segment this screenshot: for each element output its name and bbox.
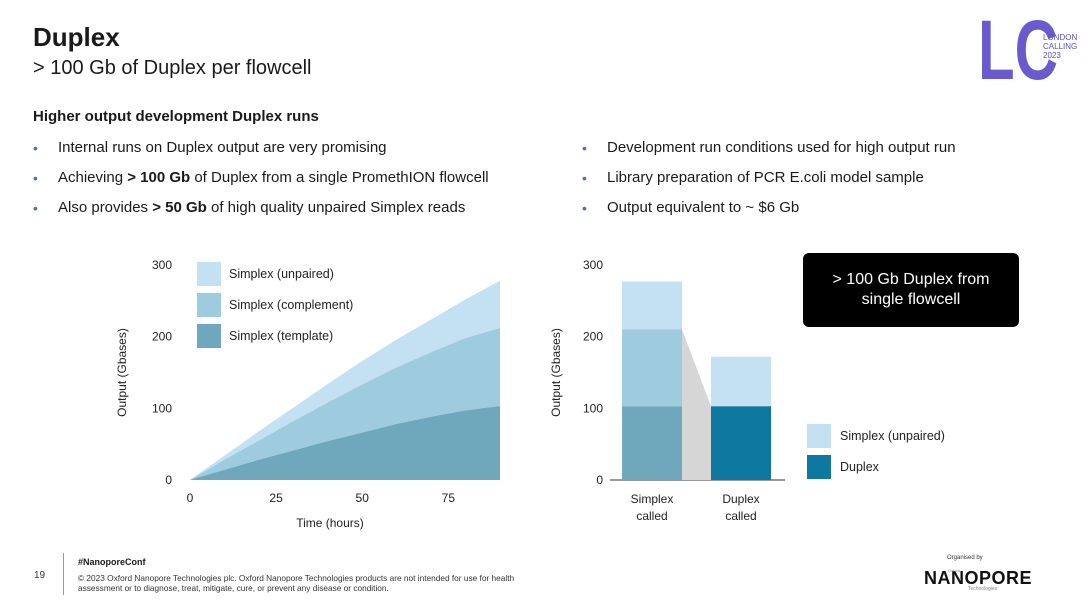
brand-top: Oxford [948,568,961,573]
footer-hashtag: #NanoporeConf [78,557,146,567]
legend-label: Simplex (complement) [229,298,353,312]
brand-sub: Technologies [968,586,998,592]
callout-line-1: > 100 Gb Duplex from [832,271,990,288]
bullet-item: • Output equivalent to ~ $6 Gb [582,199,800,216]
connector-band [682,329,711,480]
slide-title: Duplex [33,22,120,52]
logo-letters: LC [982,13,1058,81]
legend-label: Simplex (unpaired) [840,429,945,443]
y-tick-label: 0 [165,473,172,487]
bullet-icon: • [33,140,38,156]
brand-name: NANOPORE [924,568,1033,588]
organised-by-label: Organised by [947,555,983,561]
footer-divider [63,553,64,595]
bar-segment [711,356,771,407]
right-bullet-list: • Development run conditions used for hig… [582,138,1052,228]
section-heading: Higher output development Duplex runs [33,108,319,125]
bar-segment [622,329,682,407]
x-category-label: called [725,509,756,523]
y-axis-label: Output (Gbases) [115,328,129,417]
bar-segment [622,281,682,330]
bullet-item: • Development run conditions used for hig… [582,139,956,156]
legend-label: Simplex (unpaired) [229,267,334,281]
bar-segment [711,406,771,480]
footer-copyright: © 2023 Oxford Nanopore Technologies plc.… [78,573,515,593]
legend-swatch [197,293,221,317]
legend-swatch [807,455,831,479]
x-axis-label: Time (hours) [296,516,364,530]
london-calling-logo: LC [982,13,1058,81]
legend-label: Duplex [840,460,880,474]
slide-subtitle: > 100 Gb of Duplex per flowcell [33,57,312,79]
bullet-icon: • [582,170,587,186]
bullet-item: • Internal runs on Duplex output are very… [33,139,387,156]
logo-line-1: LONDON [1043,33,1078,42]
bullet-icon: • [33,170,38,186]
bullet-icon: • [582,140,587,156]
x-tick-label: 0 [187,491,194,505]
y-tick-label: 100 [583,401,603,415]
nanopore-logo: NANOPORE [924,568,1032,589]
legend-swatch [197,262,221,286]
logo-caption: LONDON CALLING 2023 [1043,33,1077,60]
legend-label: Simplex (template) [229,329,333,343]
legend-swatch [807,424,831,448]
bullet-icon: • [33,200,38,216]
y-tick-label: 300 [583,258,603,272]
callout-box: > 100 Gb Duplex from single flowcell [803,253,1019,327]
x-category-label: Simplex [631,492,674,506]
x-category-label: called [636,509,667,523]
y-tick-label: 200 [583,330,603,344]
x-tick-label: 75 [442,491,456,505]
y-tick-label: 300 [152,258,172,272]
y-tick-label: 100 [152,401,172,415]
legend-swatch [197,324,221,348]
callout-line-2: single flowcell [861,291,961,308]
x-tick-label: 50 [356,491,370,505]
logo-line-3: 2023 [1043,51,1061,60]
stacked-bar-chart: 0 100 200 300 Output (Gbases) Simplex called Du… [549,258,945,523]
left-bullet-list: • Internal runs on Duplex output are very… [33,138,553,228]
y-tick-label: 0 [596,473,603,487]
bullet-icon: • [582,200,587,216]
x-category-label: Duplex [722,492,759,506]
logo-line-2: CALLING [1043,42,1078,51]
page-number: 19 [34,570,46,581]
y-axis-label: Output (Gbases) [549,328,563,417]
bullet-item: • Achieving > 100 Gb of Duplex from a sin… [33,169,489,186]
area-series [190,406,500,480]
bullet-item: • Also provides > 50 Gb of high quality u… [33,199,466,216]
x-tick-label: 25 [269,491,283,505]
bullet-item: • Library preparation of PCR E.coli model… [582,169,924,186]
bar-segment [622,406,682,480]
area-chart: 0 100 200 300 0 25 50 75 Time (hours) Output (Gba… [115,258,500,530]
y-tick-label: 200 [152,330,172,344]
